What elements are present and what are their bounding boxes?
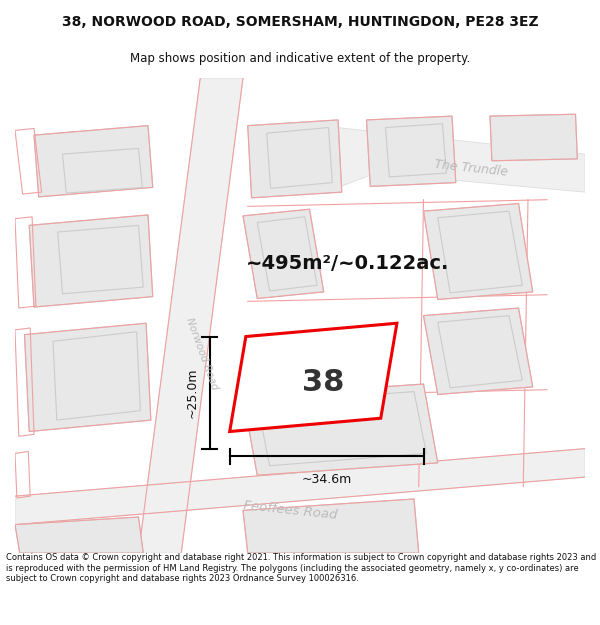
Polygon shape	[424, 204, 533, 299]
Polygon shape	[243, 209, 324, 299]
Polygon shape	[257, 217, 317, 291]
Polygon shape	[424, 308, 533, 394]
Polygon shape	[15, 517, 143, 553]
Polygon shape	[230, 323, 397, 431]
Text: Norwood Road: Norwood Road	[184, 316, 220, 391]
Polygon shape	[243, 499, 419, 553]
Polygon shape	[267, 127, 332, 188]
Polygon shape	[15, 449, 585, 524]
Text: ~495m²/~0.122ac.: ~495m²/~0.122ac.	[246, 254, 449, 273]
Polygon shape	[25, 323, 151, 431]
Polygon shape	[438, 316, 522, 388]
Text: Map shows position and indicative extent of the property.: Map shows position and indicative extent…	[130, 52, 470, 65]
Polygon shape	[29, 215, 153, 307]
Text: 38, NORWOOD ROAD, SOMERSHAM, HUNTINGDON, PE28 3EZ: 38, NORWOOD ROAD, SOMERSHAM, HUNTINGDON,…	[62, 15, 538, 29]
Polygon shape	[34, 126, 153, 197]
Polygon shape	[257, 392, 427, 466]
Text: The Trundle: The Trundle	[434, 158, 508, 179]
Text: Feoffees Road: Feoffees Road	[243, 499, 338, 522]
Polygon shape	[62, 148, 142, 193]
Text: ~34.6m: ~34.6m	[301, 473, 352, 486]
Text: 38: 38	[302, 368, 344, 397]
Polygon shape	[367, 116, 456, 186]
Polygon shape	[438, 211, 522, 293]
Polygon shape	[139, 78, 243, 553]
Polygon shape	[58, 226, 143, 294]
Polygon shape	[310, 126, 585, 192]
Polygon shape	[243, 384, 438, 475]
Polygon shape	[386, 124, 446, 177]
Text: ~25.0m: ~25.0m	[185, 368, 199, 418]
Text: Contains OS data © Crown copyright and database right 2021. This information is : Contains OS data © Crown copyright and d…	[6, 553, 596, 583]
Polygon shape	[490, 114, 577, 161]
Polygon shape	[53, 332, 140, 420]
Polygon shape	[248, 120, 342, 198]
